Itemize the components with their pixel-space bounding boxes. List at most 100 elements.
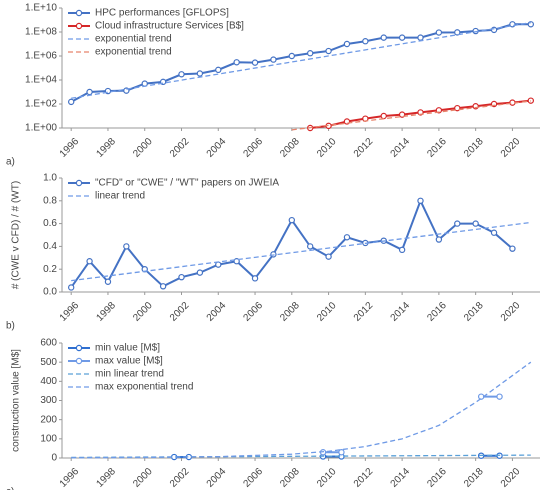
- y-tick-label: 1.E+08: [25, 27, 57, 38]
- data-point: [362, 38, 369, 45]
- data-point: [380, 112, 387, 120]
- x-tick-label: 2002: [168, 300, 192, 324]
- data-point: [398, 34, 406, 41]
- x-tick-label: 2012: [352, 466, 376, 490]
- y-tick-label: 300: [40, 395, 57, 406]
- data-point: [417, 34, 424, 41]
- legend-label: HPC performances [GFLOPS]: [95, 8, 229, 19]
- x-tick-label: 2006: [242, 466, 266, 490]
- x-tick-label: 2004: [205, 136, 229, 160]
- data-point: [178, 273, 185, 281]
- data-point: [178, 71, 185, 78]
- data-point: [196, 70, 204, 77]
- data-point: [343, 234, 351, 241]
- data-point: [159, 283, 167, 290]
- data-point: [338, 449, 345, 456]
- y-tick-label: 400: [40, 376, 57, 387]
- data-point: [233, 59, 240, 66]
- y-tick-label: 0: [51, 453, 57, 464]
- data-point: [496, 393, 503, 400]
- x-tick-label: 2016: [425, 466, 449, 490]
- data-point: [325, 253, 332, 260]
- data-point: [270, 56, 277, 63]
- y-tick-label: 0.8: [43, 195, 57, 206]
- legend-label: Cloud infrastructure Services [B$]: [95, 21, 244, 32]
- data-point: [196, 269, 204, 276]
- panel-label: a): [6, 157, 15, 168]
- x-tick-label: 2018: [462, 466, 486, 490]
- data-point: [509, 21, 516, 28]
- data-point: [67, 284, 75, 291]
- data-point: [435, 29, 443, 36]
- x-tick-label: 2010: [315, 136, 339, 160]
- x-tick-label: 2020: [499, 300, 523, 324]
- series-line: [291, 100, 531, 131]
- data-point: [123, 243, 130, 250]
- data-point: [215, 66, 222, 74]
- series-line: [71, 361, 532, 459]
- x-tick-label: 2014: [389, 136, 413, 160]
- x-tick-label: 2020: [499, 136, 523, 160]
- legend-label: "CFD" or "CWE" / "WT" papers on JWEIA: [95, 178, 279, 189]
- legend-label: min value [M$]: [95, 343, 160, 354]
- legend-label: min linear trend: [95, 369, 164, 380]
- y-tick-label: 0.2: [43, 264, 57, 275]
- series-line: [71, 22, 531, 99]
- x-tick-label: 2006: [242, 300, 266, 324]
- y-tick-label: 1.E+10: [25, 3, 57, 14]
- data-point: [288, 52, 296, 60]
- y-tick-label: 1.E+04: [25, 75, 57, 86]
- y-tick-label: 600: [40, 338, 57, 349]
- legend-marker: [75, 357, 83, 365]
- x-tick-label: 2004: [205, 300, 229, 324]
- x-tick-label: 2008: [278, 300, 302, 324]
- x-tick-label: 2018: [462, 136, 486, 160]
- x-tick-label: 2012: [352, 136, 376, 160]
- data-point: [527, 97, 535, 104]
- y-axis-title: # (CWE v CFD) / # (WT): [11, 181, 22, 289]
- legend-label: max value [M$]: [95, 356, 163, 367]
- data-point: [251, 275, 259, 282]
- x-tick-label: 2014: [389, 300, 413, 324]
- x-tick-label: 1998: [94, 466, 118, 490]
- y-tick-label: 200: [40, 414, 57, 425]
- y-tick-label: 0.0: [43, 287, 57, 298]
- data-point: [435, 236, 443, 243]
- y-axis-title: construction value [M$]: [11, 349, 22, 452]
- y-tick-label: 0.4: [43, 241, 57, 252]
- panel-label: c): [6, 487, 14, 490]
- x-tick-label: 2016: [425, 136, 449, 160]
- x-tick-label: 2000: [131, 136, 155, 160]
- legend-label: max exponential trend: [95, 382, 193, 393]
- x-tick-label: 2006: [242, 136, 266, 160]
- x-tick-label: 2014: [389, 466, 413, 490]
- x-tick-label: 1996: [58, 466, 82, 490]
- x-tick-label: 2010: [315, 300, 339, 324]
- x-tick-label: 2020: [499, 466, 523, 490]
- data-point: [490, 229, 498, 236]
- series-line: [70, 198, 514, 289]
- legend-marker: [75, 179, 83, 187]
- data-point: [509, 245, 516, 252]
- data-point: [325, 47, 332, 55]
- x-tick-label: 2018: [462, 300, 486, 324]
- x-tick-label: 1998: [94, 300, 118, 324]
- y-tick-label: 1.E+02: [25, 99, 57, 110]
- x-tick-label: 2000: [131, 300, 155, 324]
- x-tick-label: 2016: [425, 300, 449, 324]
- x-tick-label: 2012: [352, 300, 376, 324]
- x-tick-label: 2004: [205, 466, 229, 490]
- x-tick-label: 2010: [315, 466, 339, 490]
- legend-marker: [75, 344, 83, 352]
- y-tick-label: 100: [40, 433, 57, 444]
- data-point: [306, 243, 314, 250]
- x-tick-label: 2000: [131, 466, 155, 490]
- data-point: [306, 50, 314, 57]
- x-tick-label: 2002: [168, 466, 192, 490]
- legend-label: linear trend: [95, 191, 145, 202]
- legend-marker: [75, 9, 83, 17]
- panel-label: b): [6, 321, 15, 332]
- data-point: [454, 220, 461, 227]
- y-tick-label: 1.E+00: [25, 123, 57, 134]
